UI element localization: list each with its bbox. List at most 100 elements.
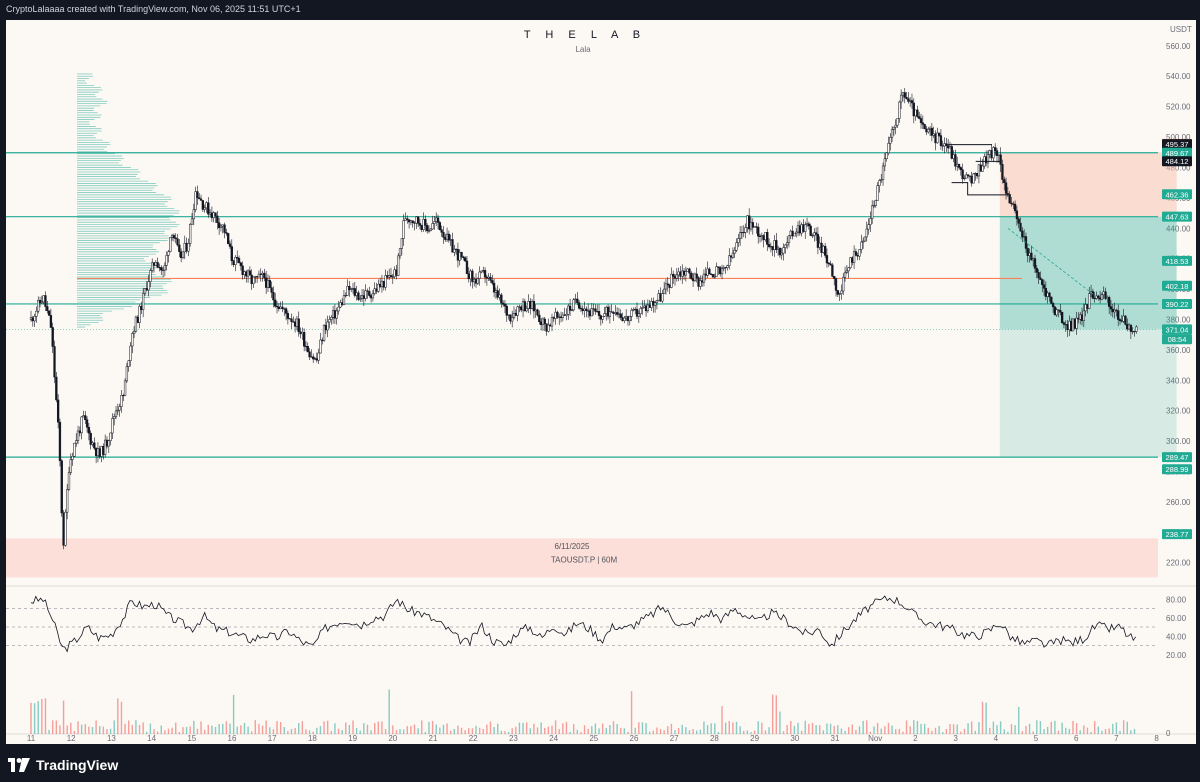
candle [69,459,72,473]
candle [532,300,536,312]
time-tick-label: 17 [268,734,277,743]
candle [778,247,782,256]
candle [1129,324,1133,332]
candle [326,321,329,331]
volume-bar [326,720,329,734]
volume-bar [258,723,260,734]
price-tag [1162,280,1192,291]
candle [986,154,990,164]
volume-bar [1072,720,1074,734]
volume-bar [641,722,644,734]
candle [979,164,982,172]
volume-bar [627,731,629,734]
candle [295,318,299,327]
candle [322,325,326,341]
volume-bar [985,702,987,734]
volume-bar [688,730,691,734]
tradingview-logo[interactable]: TradingView [8,756,118,774]
volume-bar [1043,728,1045,734]
candle [632,309,635,311]
volume-bar [449,730,452,734]
volume-bar [283,726,285,734]
candle [158,267,161,269]
candle [73,442,76,457]
candle [66,489,69,513]
candle [565,314,568,316]
candle [919,118,923,124]
volume-bar [424,731,427,734]
volume-bar [779,711,781,734]
candle [114,410,118,417]
candle [398,248,402,257]
candle [925,128,928,133]
candle [357,292,360,300]
candle [407,219,411,223]
candle [918,116,921,119]
candle [977,164,981,177]
candle [909,100,912,102]
candle [1037,272,1040,279]
candle [1032,258,1035,261]
candle [610,311,613,313]
candle [1030,252,1033,261]
candle [1059,310,1062,313]
candle [836,290,839,295]
candle [203,207,206,210]
chart-canvas[interactable]: T H E L A BLalaUSDT560.00540.00520.00500… [0,18,1200,748]
volume-bar [178,731,181,734]
candle [796,225,800,233]
volume-bar [410,726,412,734]
candle [1021,230,1024,238]
candle [170,235,174,238]
candle [943,143,946,147]
volume-bar [370,730,372,734]
candle [234,257,237,265]
candle [726,265,729,269]
candle [435,217,438,222]
candle [861,240,865,243]
time-tick-label: 25 [589,734,598,743]
volume-bar [55,720,58,734]
volume-bar [518,722,521,734]
volume-bar [945,729,948,734]
volume-bar [1032,731,1034,734]
candle [444,237,447,240]
price-tag-label: 489.67 [1166,149,1189,158]
candle [881,165,885,180]
candle [105,439,109,447]
candle [594,308,597,312]
candle [568,305,572,311]
candle [1135,326,1138,332]
candle [413,222,416,224]
candle [577,302,581,309]
candle [331,310,335,318]
candle [82,415,85,418]
volume-bar [70,722,72,734]
time-tick-label: 29 [750,734,759,743]
candle [306,346,309,353]
volume-bar [153,729,155,734]
candle [1115,309,1118,311]
volume-bar [804,720,806,734]
volume-bar [750,731,752,734]
volume-bar [1065,727,1067,734]
price-tag [1162,139,1192,150]
candle [299,331,302,335]
volume-bar [996,725,998,734]
candle [102,446,105,455]
volume-bar [345,722,347,734]
candle [494,290,498,293]
volume-bar [156,731,159,734]
volume-bar [428,721,430,734]
volume-bar [341,730,343,734]
chart-frame[interactable]: T H E L A B Lala USDT 560.00 540.00 520.00 500… [0,18,1200,748]
candle [304,345,308,348]
candle [525,308,528,312]
candle [471,270,474,283]
candle [33,316,36,322]
volume-bar [659,728,662,734]
candle [49,315,53,328]
candle [722,267,725,269]
candle [246,270,250,277]
candle [625,316,628,319]
